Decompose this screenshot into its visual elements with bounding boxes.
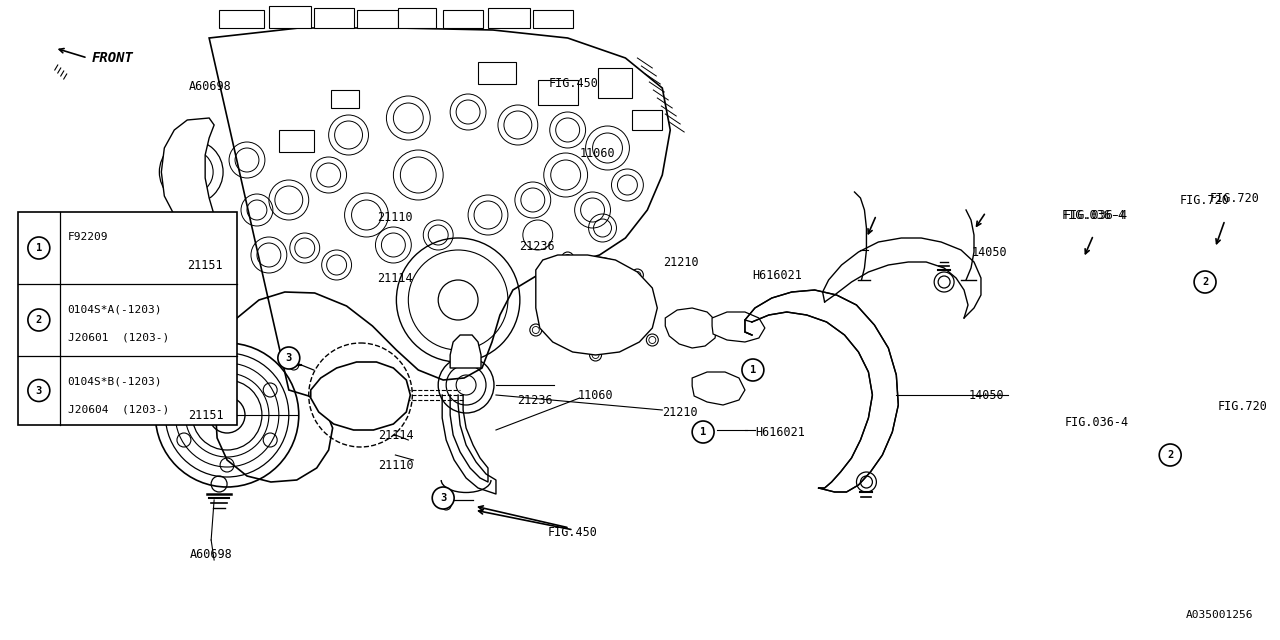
Text: 21236: 21236 xyxy=(518,240,554,253)
Text: 3: 3 xyxy=(285,353,292,363)
Text: 21110: 21110 xyxy=(378,211,413,224)
Bar xyxy=(632,110,662,130)
Bar xyxy=(538,80,577,105)
Text: 14050: 14050 xyxy=(972,246,1007,259)
Text: 2: 2 xyxy=(1202,277,1208,287)
Polygon shape xyxy=(451,335,481,368)
Text: H616021: H616021 xyxy=(753,269,803,282)
Text: 21236: 21236 xyxy=(517,394,553,406)
Text: 3: 3 xyxy=(440,493,447,503)
Text: 1: 1 xyxy=(36,243,42,253)
Text: FRONT: FRONT xyxy=(92,51,133,65)
Circle shape xyxy=(433,487,454,509)
Text: FIG.450: FIG.450 xyxy=(549,77,599,90)
Bar xyxy=(398,8,436,28)
Text: 0104S*B(-1203): 0104S*B(-1203) xyxy=(68,376,163,386)
Bar xyxy=(18,212,237,425)
Bar xyxy=(357,10,398,28)
Bar xyxy=(477,62,516,84)
Bar xyxy=(269,6,311,28)
Circle shape xyxy=(278,347,300,369)
Text: FIG.450: FIG.450 xyxy=(548,525,598,538)
Text: 2: 2 xyxy=(1167,450,1174,460)
Text: 3: 3 xyxy=(36,385,42,396)
Text: 0104S*A(-1203): 0104S*A(-1203) xyxy=(68,304,163,314)
Circle shape xyxy=(1160,444,1181,466)
Bar xyxy=(598,68,632,98)
Text: 21210: 21210 xyxy=(663,256,699,269)
Text: FIG.720: FIG.720 xyxy=(1217,400,1267,413)
Text: 21114: 21114 xyxy=(378,272,413,285)
Text: 1: 1 xyxy=(750,365,756,375)
Polygon shape xyxy=(209,28,671,482)
Text: FIG.036-4: FIG.036-4 xyxy=(1064,416,1129,429)
Text: 2: 2 xyxy=(36,315,42,325)
Circle shape xyxy=(28,237,50,259)
Circle shape xyxy=(692,421,714,443)
Text: J20601  (1203-): J20601 (1203-) xyxy=(68,332,169,342)
Text: H616021: H616021 xyxy=(755,426,805,438)
Text: 11060: 11060 xyxy=(580,147,616,160)
Text: FIG.720: FIG.720 xyxy=(1210,191,1260,205)
Text: FIG.720: FIG.720 xyxy=(1180,193,1230,207)
Bar xyxy=(443,10,483,28)
Text: 21210: 21210 xyxy=(662,406,698,419)
Text: 11060: 11060 xyxy=(577,388,613,401)
Text: FIG.036-4: FIG.036-4 xyxy=(1064,209,1128,221)
Text: 1: 1 xyxy=(700,427,707,437)
Polygon shape xyxy=(311,362,411,430)
Bar xyxy=(532,10,572,28)
Text: 21151: 21151 xyxy=(187,259,223,272)
Bar xyxy=(330,90,358,108)
Text: A035001256: A035001256 xyxy=(1185,610,1253,620)
Text: 14050: 14050 xyxy=(968,388,1004,401)
Text: A60698: A60698 xyxy=(189,548,233,561)
Polygon shape xyxy=(161,118,214,233)
Text: J20604  (1203-): J20604 (1203-) xyxy=(68,404,169,414)
Text: A60698: A60698 xyxy=(189,80,232,93)
Circle shape xyxy=(1194,271,1216,293)
Text: 21151: 21151 xyxy=(188,408,224,422)
Polygon shape xyxy=(712,312,765,342)
Circle shape xyxy=(742,359,764,381)
Bar xyxy=(279,130,314,152)
Circle shape xyxy=(28,380,50,401)
Bar xyxy=(314,8,353,28)
Circle shape xyxy=(28,309,50,331)
Polygon shape xyxy=(692,372,745,405)
Text: F92209: F92209 xyxy=(68,232,109,242)
Text: 21114: 21114 xyxy=(379,429,415,442)
Bar xyxy=(219,10,264,28)
Polygon shape xyxy=(536,255,658,355)
Polygon shape xyxy=(666,308,717,348)
Text: 21110: 21110 xyxy=(379,458,415,472)
Bar xyxy=(488,8,530,28)
Text: FIG.036-4: FIG.036-4 xyxy=(1061,209,1125,221)
